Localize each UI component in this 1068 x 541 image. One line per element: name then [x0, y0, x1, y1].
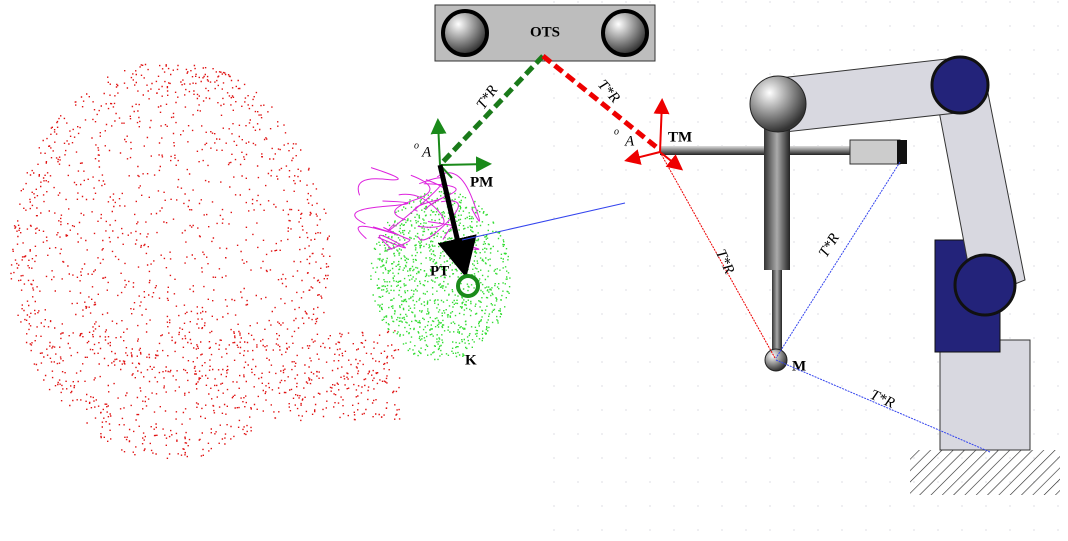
- axis: [440, 164, 488, 165]
- robot-joint: [932, 57, 988, 113]
- tool-end: [897, 140, 907, 164]
- ground: [910, 450, 1060, 495]
- ots-label: OTS: [530, 24, 560, 40]
- robot-vertical: [764, 118, 790, 270]
- diagram: OTS T*R T*R o A PM PT K M o A TM T*R T*R…: [0, 0, 1068, 541]
- ots-camera: [443, 11, 487, 55]
- ots-camera: [603, 11, 647, 55]
- robot-sphere: [750, 76, 806, 132]
- robot-joint: [955, 255, 1015, 315]
- tm-label: TM: [668, 129, 692, 145]
- pm-link: [440, 56, 543, 165]
- robot-base: [940, 340, 1030, 450]
- frame-label: A: [624, 133, 635, 149]
- pointer-arrow: [440, 165, 464, 268]
- frame-label: A: [421, 144, 432, 160]
- frame-sup: o: [414, 140, 419, 151]
- frame-sup: o: [614, 126, 619, 137]
- page: OTS T*R T*R o A PM PT K M o A TM T*R T*R…: [0, 0, 1068, 541]
- k-label: K: [465, 352, 477, 368]
- pm-label: PM: [470, 174, 493, 190]
- axis: [438, 122, 440, 165]
- point-cloud: [10, 64, 400, 459]
- tool-bar: [660, 146, 855, 155]
- pt-label: PT: [430, 263, 449, 279]
- robot-probe: [772, 270, 782, 355]
- tool: [850, 140, 900, 164]
- point-clouds: [10, 64, 510, 459]
